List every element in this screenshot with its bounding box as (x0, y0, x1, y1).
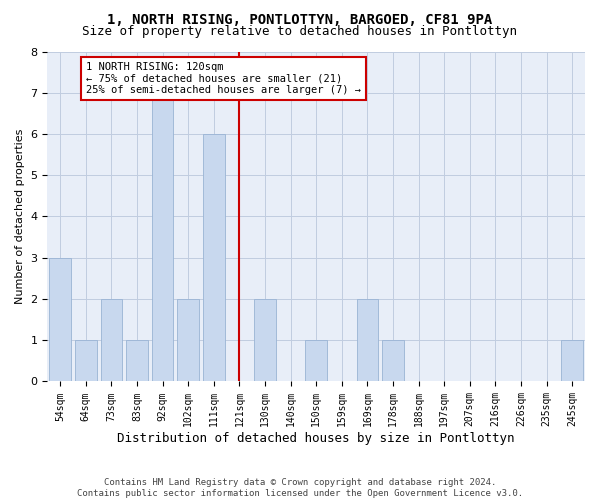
Bar (382, 340, 404, 382)
Text: 1, NORTH RISING, PONTLOTTYN, BARGOED, CF81 9PA: 1, NORTH RISING, PONTLOTTYN, BARGOED, CF… (107, 12, 493, 26)
Bar (254, 299, 276, 382)
Y-axis label: Number of detached properties: Number of detached properties (15, 129, 25, 304)
Bar (305, 340, 327, 382)
Bar (152, 92, 173, 382)
Bar (101, 299, 122, 382)
Bar (178, 299, 199, 382)
Bar (126, 340, 148, 382)
Bar (203, 134, 224, 382)
Bar (75, 340, 97, 382)
Text: Size of property relative to detached houses in Pontlottyn: Size of property relative to detached ho… (83, 25, 517, 38)
Bar (356, 299, 378, 382)
Text: Contains HM Land Registry data © Crown copyright and database right 2024.
Contai: Contains HM Land Registry data © Crown c… (77, 478, 523, 498)
Bar (49, 258, 71, 382)
Bar (562, 340, 583, 382)
X-axis label: Distribution of detached houses by size in Pontlottyn: Distribution of detached houses by size … (118, 432, 515, 445)
Text: 1 NORTH RISING: 120sqm
← 75% of detached houses are smaller (21)
25% of semi-det: 1 NORTH RISING: 120sqm ← 75% of detached… (86, 62, 361, 95)
